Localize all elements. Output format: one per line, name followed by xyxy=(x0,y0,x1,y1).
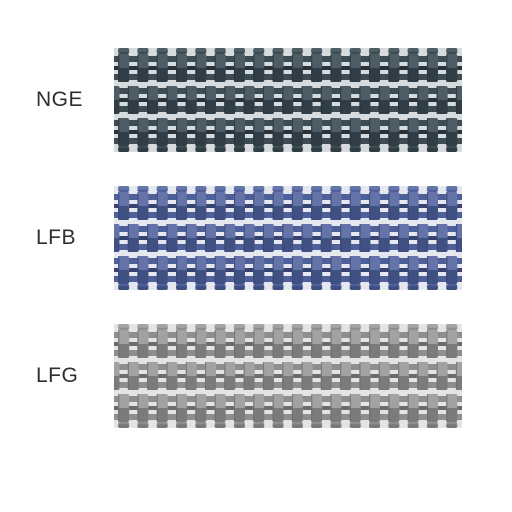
belt-label: NGE xyxy=(36,88,96,112)
belt-pattern xyxy=(114,186,462,290)
belt-label: LFB xyxy=(36,226,96,250)
belt-pattern xyxy=(114,324,462,428)
belt-pattern xyxy=(114,48,462,152)
belt-row-lfb: LFB xyxy=(36,186,476,290)
belt-row-nge: NGE xyxy=(36,48,476,152)
belt-row-lfg: LFG xyxy=(36,324,476,428)
belt-label: LFG xyxy=(36,364,96,388)
